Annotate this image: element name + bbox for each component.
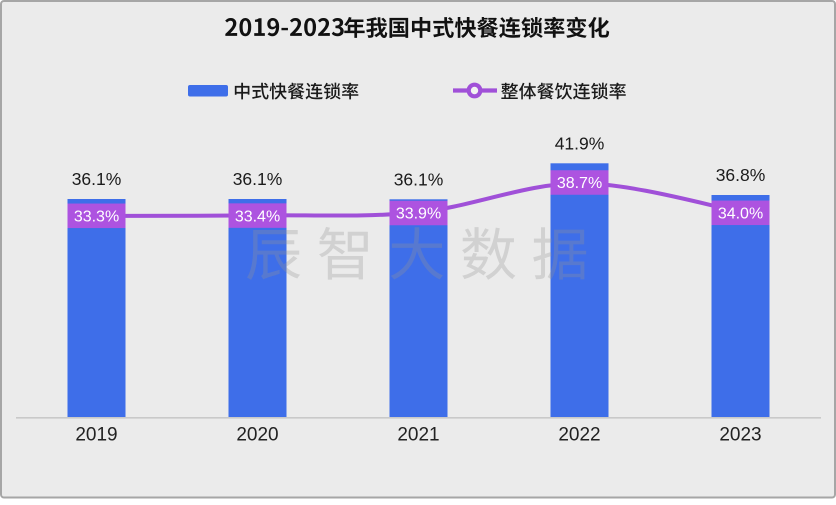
svg-text:33.9%: 33.9% xyxy=(396,206,441,223)
svg-text:2019: 2019 xyxy=(75,425,117,446)
svg-text:34.0%: 34.0% xyxy=(718,206,763,223)
svg-text:36.8%: 36.8% xyxy=(716,165,766,185)
svg-text:36.1%: 36.1% xyxy=(233,169,283,189)
svg-text:38.7%: 38.7% xyxy=(557,175,602,192)
svg-text:2022: 2022 xyxy=(558,425,600,446)
svg-text:36.1%: 36.1% xyxy=(394,169,444,189)
svg-text:33.3%: 33.3% xyxy=(74,209,119,226)
svg-text:36.1%: 36.1% xyxy=(72,169,122,189)
svg-text:2020: 2020 xyxy=(236,425,278,446)
svg-text:41.9%: 41.9% xyxy=(555,133,605,153)
svg-text:2023: 2023 xyxy=(719,425,761,446)
svg-text:2021: 2021 xyxy=(397,425,439,446)
svg-text:33.4%: 33.4% xyxy=(235,208,280,225)
